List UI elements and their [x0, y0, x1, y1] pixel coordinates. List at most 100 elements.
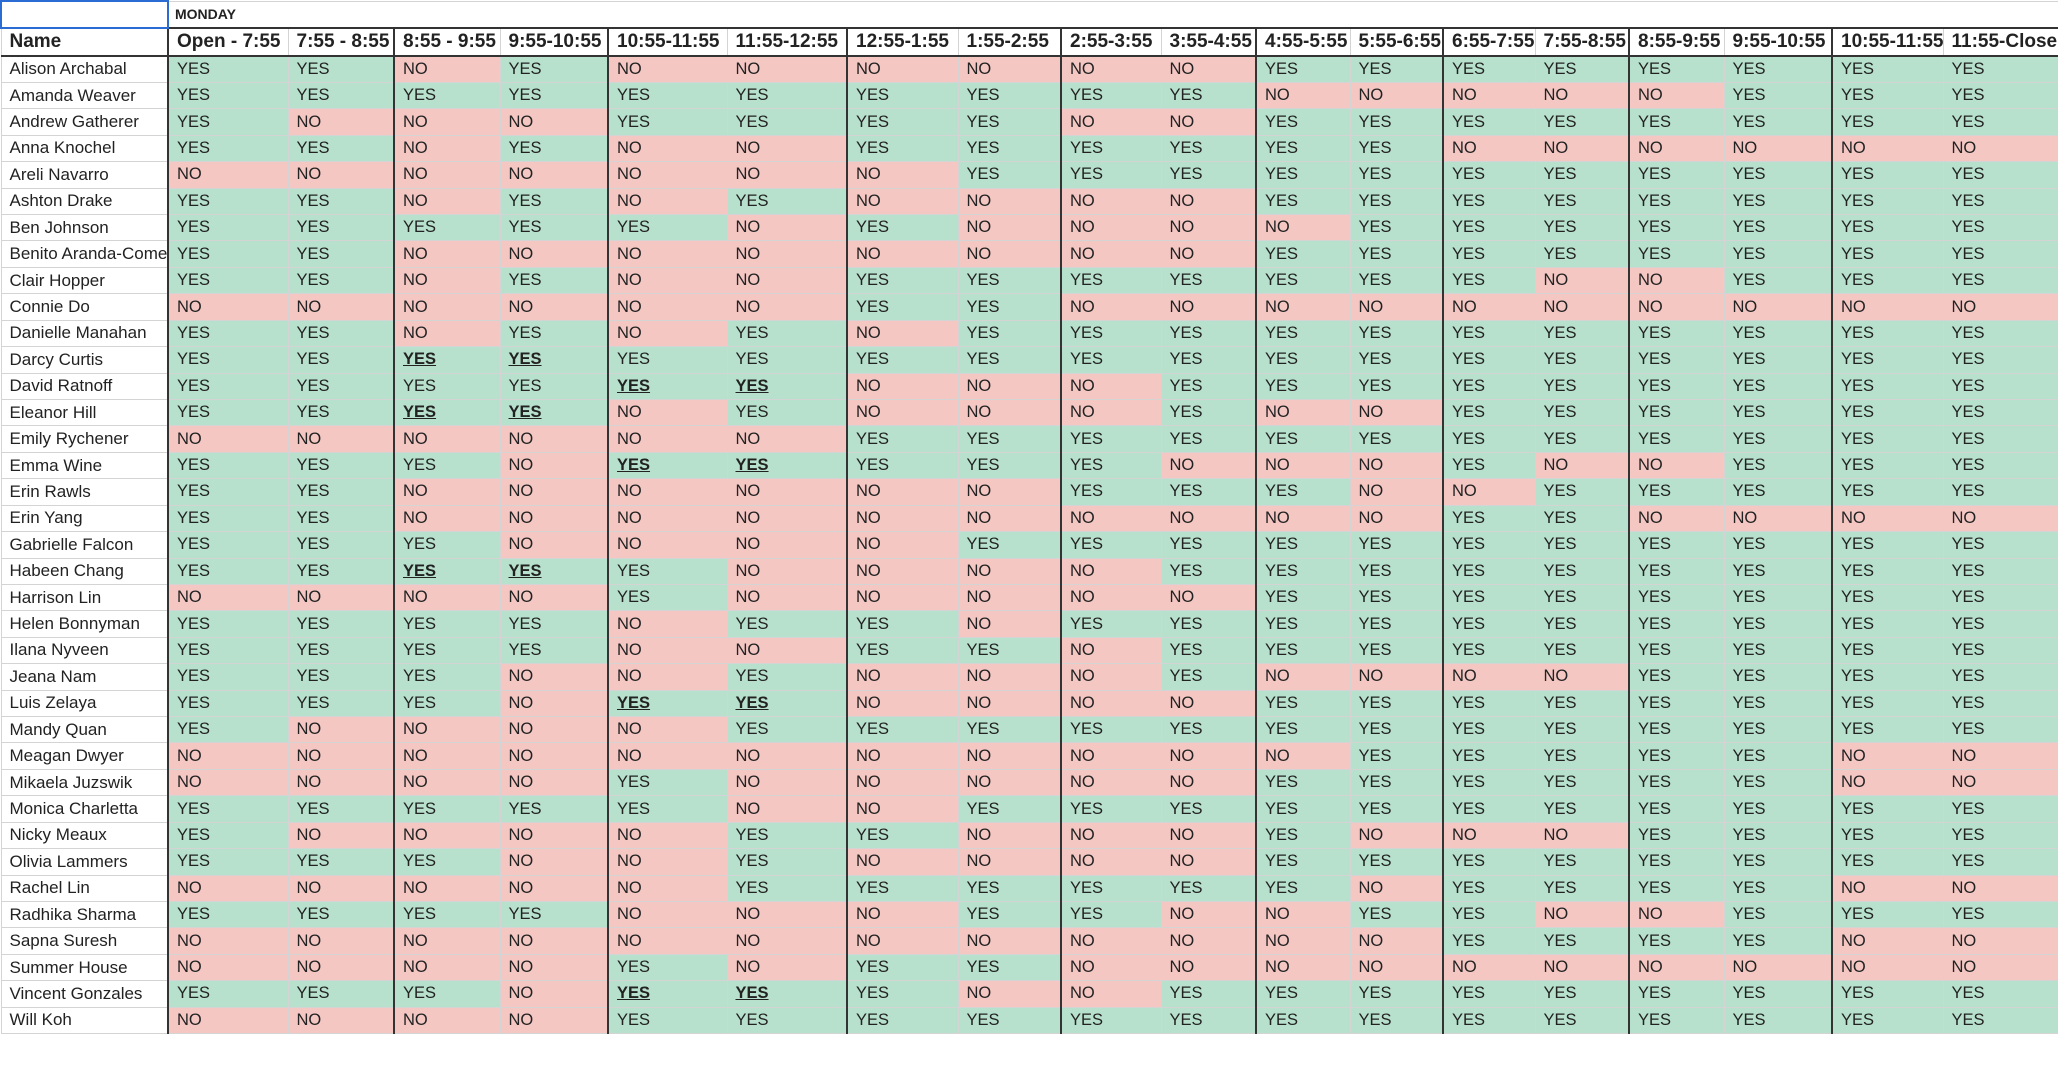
person-name-cell[interactable]: Andrew Gatherer	[0, 108, 169, 136]
availability-cell[interactable]: NO	[499, 240, 609, 268]
availability-cell[interactable]: YES	[1831, 425, 1944, 453]
time-slot-header[interactable]: 6:55-7:55	[1442, 27, 1536, 57]
availability-cell[interactable]: NO	[1060, 293, 1162, 321]
availability-cell[interactable]: YES	[1831, 663, 1944, 691]
availability-cell[interactable]: YES	[1723, 346, 1833, 374]
person-name-cell[interactable]: Mandy Quan	[0, 716, 169, 744]
availability-cell[interactable]: YES	[1255, 372, 1351, 400]
availability-cell[interactable]: YES	[1060, 874, 1162, 903]
availability-cell[interactable]: NO	[1255, 398, 1351, 427]
availability-cell[interactable]: YES	[499, 557, 609, 585]
availability-cell[interactable]: YES	[1942, 848, 2058, 876]
person-name-cell[interactable]: David Ratnoff	[0, 372, 169, 400]
availability-cell[interactable]: NO	[1628, 451, 1725, 480]
availability-cell[interactable]: NO	[846, 663, 959, 691]
person-name-cell[interactable]: Eleanor Hill	[0, 398, 169, 427]
availability-cell[interactable]: YES	[167, 531, 289, 559]
availability-cell[interactable]: NO	[607, 821, 728, 850]
availability-cell[interactable]: YES	[957, 900, 1062, 929]
availability-cell[interactable]: YES	[1442, 451, 1536, 480]
availability-cell[interactable]: NO	[393, 134, 501, 163]
availability-cell[interactable]: NO	[287, 874, 395, 903]
availability-cell[interactable]: YES	[287, 900, 395, 929]
availability-cell[interactable]: NO	[957, 583, 1062, 612]
availability-cell[interactable]: YES	[1349, 108, 1444, 136]
availability-cell[interactable]: YES	[393, 372, 501, 400]
availability-cell[interactable]: YES	[1831, 821, 1944, 850]
availability-cell[interactable]: YES	[1255, 346, 1351, 374]
person-name-cell[interactable]: Emily Rychener	[0, 425, 169, 453]
availability-cell[interactable]: NO	[393, 478, 501, 506]
availability-cell[interactable]: YES	[1534, 980, 1630, 1008]
availability-cell[interactable]: YES	[1442, 636, 1536, 665]
availability-cell[interactable]: YES	[1349, 900, 1444, 929]
availability-cell[interactable]: NO	[1160, 55, 1257, 83]
availability-cell[interactable]: NO	[957, 821, 1062, 850]
availability-cell[interactable]: NO	[846, 742, 959, 770]
availability-cell[interactable]: YES	[1349, 161, 1444, 189]
availability-cell[interactable]: YES	[287, 372, 395, 400]
availability-cell[interactable]: NO	[1060, 108, 1162, 136]
availability-cell[interactable]: YES	[1534, 425, 1630, 453]
availability-cell[interactable]: YES	[1831, 636, 1944, 665]
availability-cell[interactable]: YES	[1160, 425, 1257, 453]
availability-cell[interactable]: YES	[1831, 531, 1944, 559]
availability-cell[interactable]: NO	[846, 55, 959, 83]
availability-cell[interactable]: YES	[287, 451, 395, 480]
person-name-cell[interactable]: Summer House	[0, 953, 169, 982]
availability-cell[interactable]: YES	[1723, 451, 1833, 480]
person-name-cell[interactable]: Connie Do	[0, 293, 169, 321]
availability-cell[interactable]: NO	[607, 742, 728, 770]
availability-cell[interactable]: NO	[1255, 81, 1351, 110]
availability-cell[interactable]: NO	[1060, 848, 1162, 876]
availability-cell[interactable]: NO	[1160, 504, 1257, 533]
availability-cell[interactable]: YES	[1831, 81, 1944, 110]
person-name-cell[interactable]: Harrison Lin	[0, 583, 169, 612]
availability-cell[interactable]: YES	[1723, 980, 1833, 1008]
availability-cell[interactable]: YES	[846, 293, 959, 321]
availability-cell[interactable]: YES	[846, 451, 959, 480]
availability-cell[interactable]: NO	[1442, 663, 1536, 691]
availability-cell[interactable]: NO	[846, 478, 959, 506]
availability-cell[interactable]: NO	[607, 55, 728, 83]
availability-cell[interactable]: YES	[846, 1006, 959, 1035]
availability-cell[interactable]: YES	[1831, 610, 1944, 638]
availability-cell[interactable]: YES	[167, 504, 289, 533]
availability-cell[interactable]: YES	[167, 134, 289, 163]
availability-cell[interactable]: YES	[393, 531, 501, 559]
availability-cell[interactable]: YES	[1628, 636, 1725, 665]
availability-cell[interactable]: YES	[1534, 557, 1630, 585]
availability-cell[interactable]: YES	[957, 1006, 1062, 1035]
availability-cell[interactable]: NO	[607, 134, 728, 163]
availability-cell[interactable]: NO	[846, 768, 959, 797]
availability-cell[interactable]: NO	[287, 1006, 395, 1035]
availability-cell[interactable]: YES	[1349, 1006, 1444, 1035]
availability-cell[interactable]: NO	[167, 161, 289, 189]
availability-cell[interactable]: NO	[1060, 689, 1162, 718]
availability-cell[interactable]: NO	[957, 478, 1062, 506]
availability-cell[interactable]: YES	[1442, 398, 1536, 427]
availability-cell[interactable]: YES	[167, 716, 289, 744]
availability-cell[interactable]: YES	[1723, 689, 1833, 718]
availability-cell[interactable]: YES	[1255, 108, 1351, 136]
availability-cell[interactable]: NO	[726, 795, 848, 823]
availability-cell[interactable]: NO	[1060, 821, 1162, 850]
availability-cell[interactable]: YES	[957, 425, 1062, 453]
availability-cell[interactable]: YES	[1442, 240, 1536, 268]
time-slot-header[interactable]: 12:55-1:55	[846, 27, 959, 57]
availability-cell[interactable]: YES	[726, 980, 848, 1008]
availability-cell[interactable]: YES	[1255, 557, 1351, 585]
time-slot-header[interactable]: Open - 7:55	[167, 27, 289, 57]
availability-cell[interactable]: YES	[393, 610, 501, 638]
person-name-cell[interactable]: Olivia Lammers	[0, 848, 169, 876]
availability-cell[interactable]: YES	[1723, 266, 1833, 295]
availability-cell[interactable]: NO	[1255, 900, 1351, 929]
availability-cell[interactable]: YES	[726, 610, 848, 638]
availability-cell[interactable]: NO	[846, 927, 959, 955]
availability-cell[interactable]: YES	[1831, 848, 1944, 876]
availability-cell[interactable]: YES	[726, 319, 848, 348]
availability-cell[interactable]: YES	[499, 346, 609, 374]
availability-cell[interactable]: YES	[1442, 874, 1536, 903]
availability-cell[interactable]: NO	[846, 240, 959, 268]
availability-cell[interactable]: NO	[1060, 504, 1162, 533]
